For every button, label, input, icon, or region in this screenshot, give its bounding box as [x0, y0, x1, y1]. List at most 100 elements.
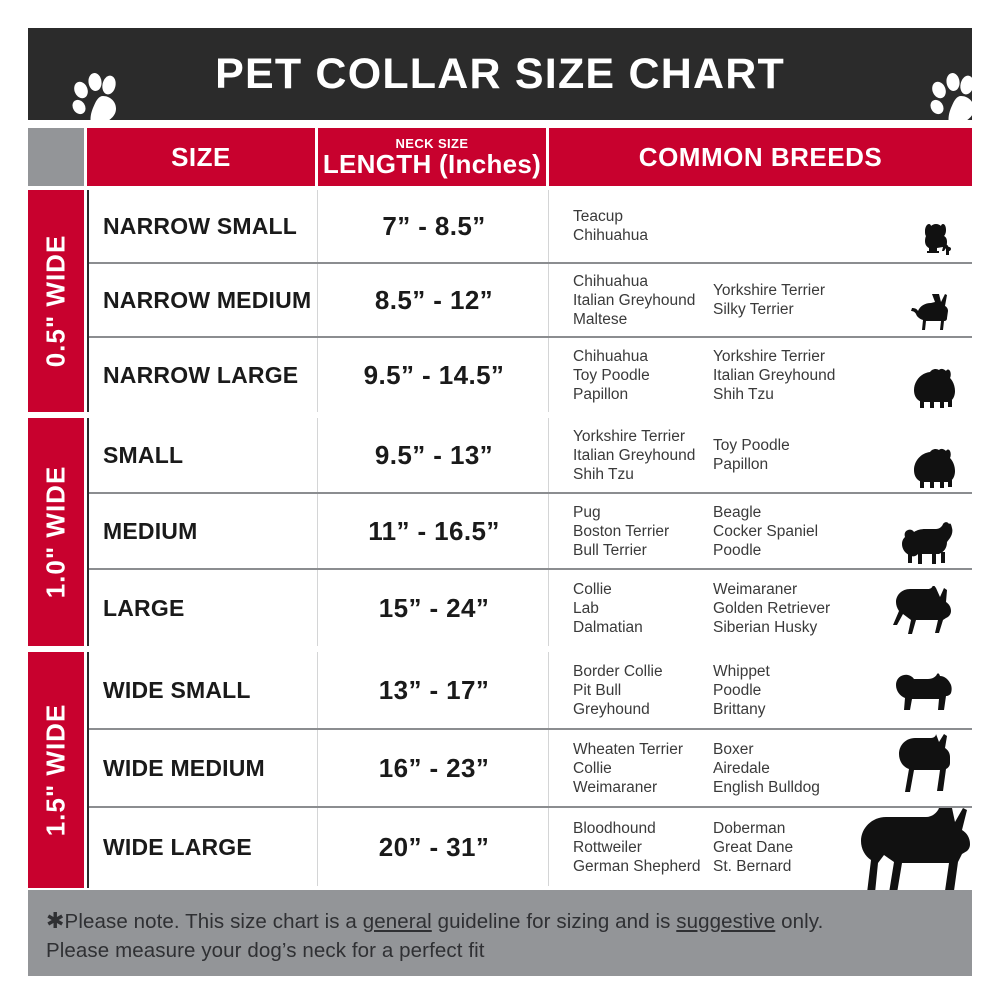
chihuahua-silhouette: [846, 264, 966, 336]
breed-item: Italian Greyhound: [573, 446, 696, 464]
width-label-text: 1.0" WIDE: [40, 465, 71, 599]
breeds-column-1: Pug Boston Terrier Bull Terrier: [573, 503, 713, 560]
pomeranian-silhouette: [846, 418, 966, 492]
breed-item: Papillon: [573, 385, 629, 403]
breed-item: Collie: [573, 759, 612, 777]
cell-breeds: Teacup Chihuahua: [551, 190, 972, 262]
breed-item: St. Bernard: [713, 857, 792, 875]
cell-length: 9.5” - 13”: [320, 418, 549, 492]
width-label-text: 1.5" WIDE: [40, 703, 71, 837]
table-row: SMALL 9.5” - 13” Yorkshire Terrier Itali…: [89, 418, 972, 494]
table-header-row: SIZE NECK SIZE LENGTH (Inches) COMMON BR…: [28, 128, 972, 186]
column-header-length-main: LENGTH (Inches): [322, 148, 542, 179]
beagle-silhouette: [846, 494, 966, 568]
breed-item: Collie: [573, 580, 612, 598]
breed-item: Poodle: [713, 681, 762, 699]
breed-item: Doberman: [713, 819, 786, 837]
breed-item: Poodle: [713, 541, 762, 559]
doberman-silhouette: [856, 806, 980, 898]
breeds-column-2: Toy Poodle Papillon: [713, 436, 863, 474]
breed-item: Lab: [573, 599, 599, 617]
footer-line-1: ✱Please note. This size chart is a gener…: [46, 908, 824, 933]
column-header-length: NECK SIZE LENGTH (Inches): [318, 128, 546, 186]
cell-size: SMALL: [89, 418, 318, 492]
breed-item: Shih Tzu: [713, 385, 774, 403]
cell-size: LARGE: [89, 570, 318, 646]
breeds-column-1: Border Collie Pit Bull Greyhound: [573, 662, 713, 719]
width-group-0: 0.5" WIDE NARROW SMALL 7” - 8.5” Teacup …: [28, 190, 972, 412]
width-group-1: 1.0" WIDE SMALL 9.5” - 13” Yorkshire Ter…: [28, 418, 972, 646]
width-label-0: 0.5" WIDE: [28, 190, 84, 412]
cell-breeds: Chihuahua Italian Greyhound Maltese York…: [551, 264, 972, 336]
cell-breeds: Chihuahua Toy Poodle Papillon Yorkshire …: [551, 338, 972, 412]
breed-item: Bloodhound: [573, 819, 656, 837]
breed-item: Boston Terrier: [573, 522, 670, 540]
breed-item: Wheaten Terrier: [573, 740, 683, 758]
breed-item: Toy Poodle: [713, 437, 790, 454]
breed-item: Shih Tzu: [573, 465, 634, 483]
table-row: LARGE 15” - 24” Collie Lab Dalmatian Wei…: [89, 570, 972, 646]
table-row: NARROW SMALL 7” - 8.5” Teacup Chihuahua: [89, 190, 972, 264]
breed-item: Yorkshire Terrier: [713, 282, 825, 299]
breed-item: Bull Terrier: [573, 541, 647, 559]
breeds-column-2: Boxer Airedale English Bulldog: [713, 740, 863, 797]
breeds-column-2: Yorkshire Terrier Silky Terrier: [713, 281, 863, 319]
cell-breeds: Pug Boston Terrier Bull Terrier Beagle C…: [551, 494, 972, 568]
breed-item: Yorkshire Terrier: [573, 427, 685, 445]
paw-print-icon: [928, 72, 984, 130]
width-group-2: 1.5" WIDE WIDE SMALL 13” - 17” Border Co…: [28, 652, 972, 888]
footer-note: ✱Please note. This size chart is a gener…: [28, 890, 972, 976]
width-label-2: 1.5" WIDE: [28, 652, 84, 888]
table-row: WIDE MEDIUM 16” - 23” Wheaten Terrier Co…: [89, 730, 972, 808]
breed-item: Weimaraner: [573, 778, 658, 796]
breed-item: Chihuahua: [573, 272, 648, 290]
cell-size: MEDIUM: [89, 494, 318, 568]
breeds-column-2: Beagle Cocker Spaniel Poodle: [713, 503, 863, 560]
breeds-column-2: Doberman Great Dane St. Bernard: [713, 819, 863, 876]
breed-item: Pug: [573, 503, 601, 521]
breeds-column-1: Wheaten Terrier Collie Weimaraner: [573, 740, 713, 797]
breed-item: German Shepherd: [573, 857, 701, 875]
bulldog-silhouette: [846, 652, 966, 728]
breeds-column-1: Chihuahua Toy Poodle Papillon: [573, 347, 713, 404]
column-header-breeds: COMMON BREEDS: [549, 128, 972, 186]
cell-breeds: Yorkshire Terrier Italian Greyhound Shih…: [551, 418, 972, 492]
header-banner: PET COLLAR SIZE CHART: [28, 28, 974, 128]
cell-length: 16” - 23”: [320, 730, 549, 806]
breeds-column-2: Yorkshire Terrier Italian Greyhound Shih…: [713, 347, 863, 404]
cell-size: WIDE LARGE: [89, 808, 318, 886]
table-row: NARROW LARGE 9.5” - 14.5” Chihuahua Toy …: [89, 338, 972, 412]
cell-length: 15” - 24”: [320, 570, 549, 646]
breed-item: Brittany: [713, 700, 766, 718]
breed-item: Italian Greyhound: [713, 366, 836, 384]
cell-breeds: Wheaten Terrier Collie Weimaraner Boxer …: [551, 730, 972, 806]
breed-item: Dalmatian: [573, 618, 643, 636]
boxer-silhouette: [846, 730, 966, 806]
breed-item: Cocker Spaniel: [713, 522, 819, 540]
breed-item: Teacup: [573, 208, 623, 225]
asterisk-icon: ✱: [46, 908, 65, 933]
breed-item: Pit Bull: [573, 681, 622, 699]
breeds-column-2: Weimaraner Golden Retriever Siberian Hus…: [713, 580, 863, 637]
german-shepherd-silhouette: [846, 570, 966, 646]
cell-size: WIDE SMALL: [89, 652, 318, 728]
breed-item: Papillon: [713, 456, 769, 473]
width-label-1: 1.0" WIDE: [28, 418, 84, 646]
breed-item: Toy Poodle: [573, 366, 650, 384]
cell-size: WIDE MEDIUM: [89, 730, 318, 806]
breed-item: Whippet: [713, 662, 770, 680]
breed-item: Beagle: [713, 503, 762, 521]
yorkshire-terrier-silhouette: [846, 190, 966, 262]
cell-length: 13” - 17”: [320, 652, 549, 728]
cell-size: NARROW LARGE: [89, 338, 318, 412]
cell-length: 20” - 31”: [320, 808, 549, 886]
table-row: MEDIUM 11” - 16.5” Pug Boston Terrier Bu…: [89, 494, 972, 570]
column-header-length-sub: NECK SIZE: [395, 135, 469, 151]
cell-length: 7” - 8.5”: [320, 190, 549, 262]
breed-item: Boxer: [713, 740, 754, 758]
cell-breeds: Bloodhound Rottweiler German Shepherd Do…: [551, 808, 972, 886]
table-row: NARROW MEDIUM 8.5” - 12” Chihuahua Itali…: [89, 264, 972, 338]
breed-item: Maltese: [573, 310, 628, 328]
size-table: SIZE NECK SIZE LENGTH (Inches) COMMON BR…: [28, 128, 972, 888]
